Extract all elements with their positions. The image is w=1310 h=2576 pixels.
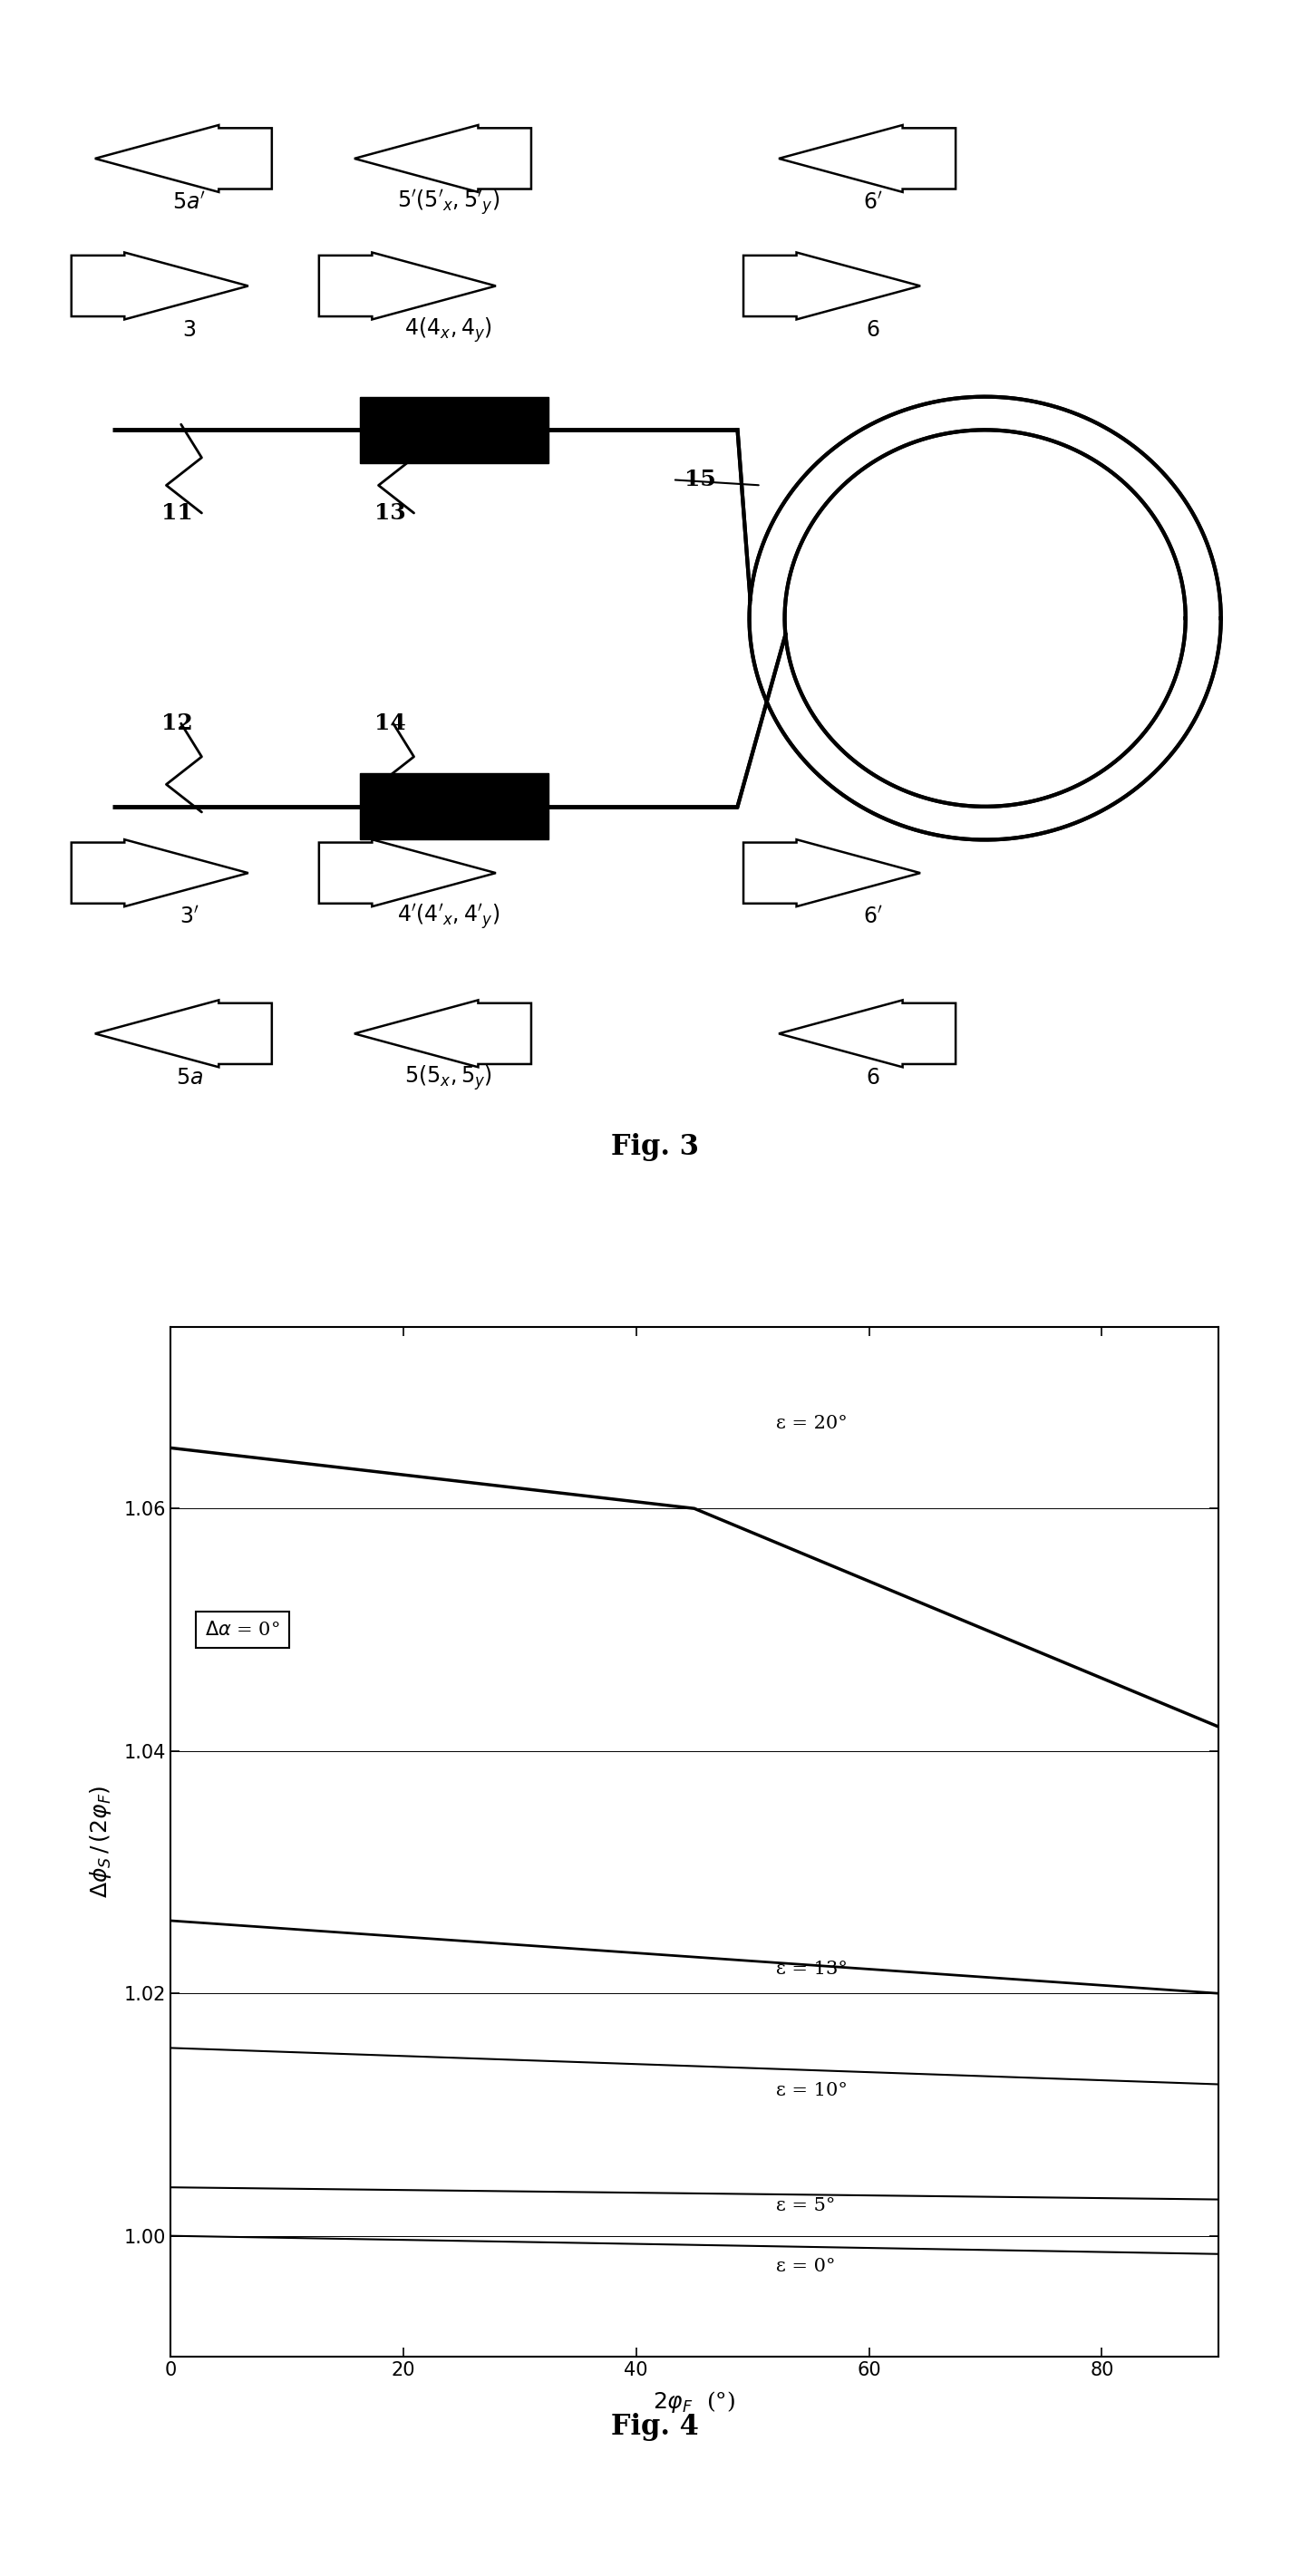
Text: $4(4_x,4_y)$: $4(4_x,4_y)$: [405, 317, 493, 345]
Text: $5a'$: $5a'$: [173, 193, 206, 214]
Text: 13: 13: [373, 502, 406, 523]
Text: ε = 20°: ε = 20°: [776, 1414, 848, 1432]
Text: $6$: $6$: [866, 1066, 880, 1090]
Bar: [360, 773, 549, 840]
Polygon shape: [756, 402, 1216, 835]
Text: $5(5_x,5_y)$: $5(5_x,5_y)$: [405, 1064, 493, 1092]
Text: $3'$: $3'$: [179, 907, 199, 927]
Text: $6$: $6$: [866, 319, 880, 340]
Text: ε = 13°: ε = 13°: [776, 1960, 848, 1978]
Text: 11: 11: [161, 502, 194, 523]
Polygon shape: [72, 252, 248, 319]
Text: $3$: $3$: [182, 319, 196, 340]
Polygon shape: [778, 126, 956, 193]
Polygon shape: [744, 840, 920, 907]
Y-axis label: $\Delta\phi_S\,/\,(2\varphi_F)$: $\Delta\phi_S\,/\,(2\varphi_F)$: [88, 1785, 114, 1899]
Text: Fig. 4: Fig. 4: [610, 2414, 700, 2439]
Polygon shape: [318, 252, 495, 319]
Text: $\Delta\alpha$ = 0°: $\Delta\alpha$ = 0°: [206, 1620, 280, 1638]
Polygon shape: [96, 999, 272, 1066]
Text: $6'$: $6'$: [863, 193, 883, 214]
Text: $5'(5'_x,5'_y)$: $5'(5'_x,5'_y)$: [397, 188, 500, 216]
Text: Fig. 3: Fig. 3: [610, 1133, 700, 1162]
Polygon shape: [72, 840, 248, 907]
Text: $5a$: $5a$: [176, 1066, 203, 1090]
Text: $4'(4'_x,4'_y)$: $4'(4'_x,4'_y)$: [397, 902, 500, 933]
Polygon shape: [354, 999, 532, 1066]
Text: ε = 5°: ε = 5°: [776, 2197, 834, 2215]
X-axis label: $2\varphi_F$  (°): $2\varphi_F$ (°): [652, 2391, 736, 2416]
Polygon shape: [354, 126, 532, 193]
Bar: [360, 397, 549, 464]
Text: ε = 0°: ε = 0°: [776, 2257, 836, 2275]
Text: $6'$: $6'$: [863, 907, 883, 927]
Polygon shape: [778, 999, 956, 1066]
Text: 12: 12: [161, 714, 194, 734]
Polygon shape: [318, 840, 495, 907]
Polygon shape: [744, 252, 920, 319]
Text: ε = 10°: ε = 10°: [776, 2081, 848, 2099]
Text: 14: 14: [373, 714, 406, 734]
Text: 15: 15: [684, 469, 717, 489]
Polygon shape: [96, 126, 272, 193]
